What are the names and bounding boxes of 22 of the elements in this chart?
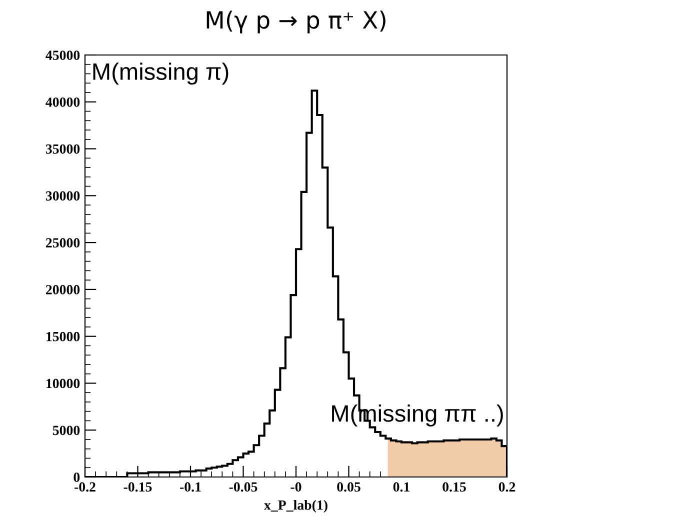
y-tick-label: 40000 [46,97,80,107]
x-tick-label: 0.2 [498,482,516,492]
y-tick-label: 10000 [46,378,80,388]
y-tick-label: 5000 [52,426,80,436]
y-tick-label: 15000 [46,332,80,342]
x-tick-label: -0.15 [124,482,152,492]
y-tick-label: 20000 [46,285,80,294]
x-tick-label: 0.1 [393,482,410,492]
x-tick-label: -0 [290,482,302,492]
x-tick-label: -0.1 [180,482,201,492]
y-tick-label: 25000 [46,238,80,248]
y-tick-label: 45000 [46,50,80,60]
y-tick-label: 35000 [46,144,80,154]
x-tick-label: 0.15 [442,482,466,492]
y-tick-label: 0 [74,472,80,482]
x-axis-title: x_P_lab(1) [264,500,328,513]
chart-title: M(γ p → p π⁺ X) [206,10,386,34]
x-tick-label: -0.2 [74,482,96,492]
annotation: M(missing π) [93,62,228,85]
y-tick-label: 30000 [46,191,80,201]
x-tick-label: 0.05 [337,482,360,492]
x-tick-label: -0.05 [229,482,258,492]
